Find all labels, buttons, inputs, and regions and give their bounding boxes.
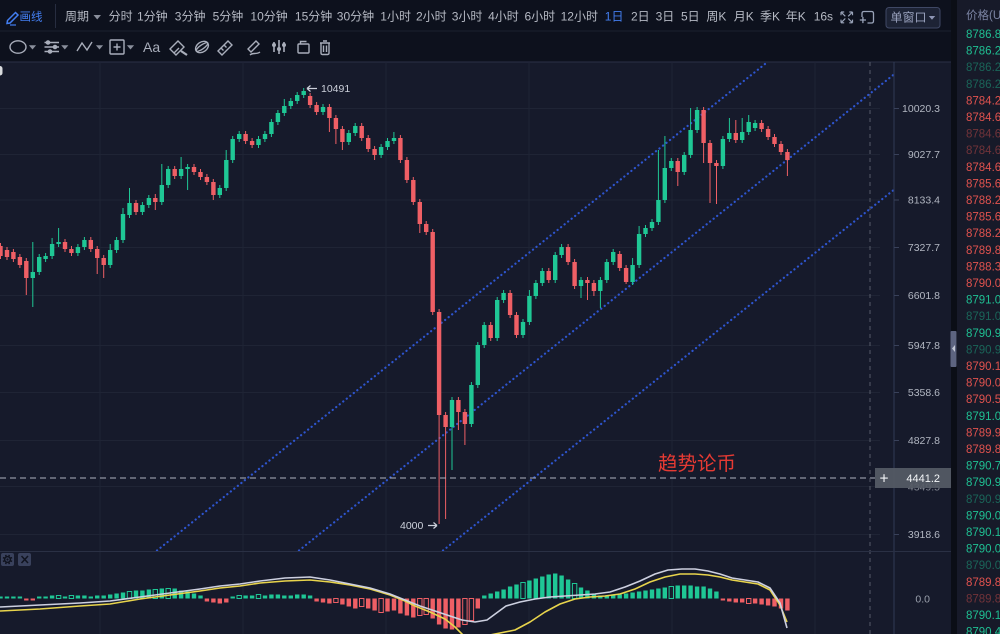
svg-text:单窗口: 单窗口 xyxy=(891,11,927,25)
svg-text:6601.8: 6601.8 xyxy=(908,290,940,302)
svg-text:8789.8: 8789.8 xyxy=(966,577,1000,589)
svg-text:8784.6: 8784.6 xyxy=(966,112,1000,124)
svg-text:4441.2: 4441.2 xyxy=(906,473,940,485)
svg-text:8133.4: 8133.4 xyxy=(908,195,940,207)
svg-text:周期: 周期 xyxy=(65,10,89,24)
svg-text:8790.4: 8790.4 xyxy=(966,627,1000,634)
svg-text:8790.9: 8790.9 xyxy=(966,494,1000,506)
svg-text:周K: 周K xyxy=(706,10,726,24)
svg-text:月K: 月K xyxy=(734,10,754,24)
svg-text:8790.0: 8790.0 xyxy=(966,510,1000,522)
svg-text:分时: 分时 xyxy=(109,10,133,24)
svg-text:8784.6: 8784.6 xyxy=(966,145,1000,157)
svg-text:8786.8: 8786.8 xyxy=(966,29,1000,41)
svg-text:3日: 3日 xyxy=(656,10,675,24)
svg-text:8789.8: 8789.8 xyxy=(966,444,1000,456)
svg-text:8790.0: 8790.0 xyxy=(966,378,1000,390)
svg-text:Aa: Aa xyxy=(143,39,160,55)
svg-text:8791.0: 8791.0 xyxy=(966,411,1000,423)
svg-text:8790.1: 8790.1 xyxy=(966,361,1000,373)
svg-text:8786.2: 8786.2 xyxy=(966,62,1000,74)
svg-text:+: + xyxy=(880,471,889,488)
svg-text:8791.0: 8791.0 xyxy=(966,311,1000,323)
svg-text:8790.9: 8790.9 xyxy=(966,328,1000,340)
svg-text:4000: 4000 xyxy=(400,520,424,532)
svg-text:8790.1: 8790.1 xyxy=(966,610,1000,622)
svg-text:1分钟: 1分钟 xyxy=(137,9,168,24)
svg-text:1小时: 1小时 xyxy=(380,10,411,24)
svg-text:8790.1: 8790.1 xyxy=(966,527,1000,539)
svg-text:季K: 季K xyxy=(760,10,780,24)
svg-text:2小时: 2小时 xyxy=(416,10,447,24)
svg-text:8789.8: 8789.8 xyxy=(966,245,1000,257)
svg-text:8790.9: 8790.9 xyxy=(966,344,1000,356)
svg-text:8789.9: 8789.9 xyxy=(966,427,1000,439)
svg-text:3分钟: 3分钟 xyxy=(175,9,206,24)
svg-text:7327.7: 7327.7 xyxy=(908,242,940,254)
svg-text:年K: 年K xyxy=(786,10,806,24)
svg-text:4小时: 4小时 xyxy=(488,10,519,24)
svg-text:8785.6: 8785.6 xyxy=(966,212,1000,224)
svg-text:8791.0: 8791.0 xyxy=(966,295,1000,307)
svg-text:价格(USDT): 价格(USDT) xyxy=(966,8,1000,22)
svg-text:8790.7: 8790.7 xyxy=(966,461,1000,473)
svg-text:16s: 16s xyxy=(814,10,833,24)
svg-text:8789.8: 8789.8 xyxy=(966,593,1000,605)
svg-text:2日: 2日 xyxy=(631,10,650,24)
svg-text:8785.6: 8785.6 xyxy=(966,178,1000,190)
svg-text:5日: 5日 xyxy=(681,10,700,24)
svg-text:8790.5: 8790.5 xyxy=(966,394,1000,406)
svg-text:画线: 画线 xyxy=(20,10,43,24)
svg-text:0.0: 0.0 xyxy=(915,594,930,606)
svg-text:5358.6: 5358.6 xyxy=(908,387,940,399)
svg-text:8784.2: 8784.2 xyxy=(966,95,1000,107)
svg-text:9027.7: 9027.7 xyxy=(908,149,940,161)
svg-text:3小时: 3小时 xyxy=(452,10,483,24)
svg-text:5分钟: 5分钟 xyxy=(213,9,244,24)
svg-text:15分钟: 15分钟 xyxy=(295,9,332,24)
svg-text:30分钟: 30分钟 xyxy=(337,9,374,24)
svg-text:8786.2: 8786.2 xyxy=(966,79,1000,91)
svg-text:10020.3: 10020.3 xyxy=(902,103,940,115)
svg-text:8790.0: 8790.0 xyxy=(966,560,1000,572)
svg-text:10分钟: 10分钟 xyxy=(250,9,287,24)
svg-text:8784.6: 8784.6 xyxy=(966,129,1000,141)
svg-text:8790.0: 8790.0 xyxy=(966,544,1000,556)
svg-text:趋势论币: 趋势论币 xyxy=(658,453,736,475)
svg-text:8788.2: 8788.2 xyxy=(966,195,1000,207)
svg-text:12小时: 12小时 xyxy=(561,10,598,24)
svg-text:8788.3: 8788.3 xyxy=(966,261,1000,273)
svg-text:5947.8: 5947.8 xyxy=(908,340,940,352)
svg-text:1日: 1日 xyxy=(605,10,624,24)
svg-text:8788.2: 8788.2 xyxy=(966,228,1000,240)
svg-text:8790.0: 8790.0 xyxy=(966,278,1000,290)
svg-text:3918.6: 3918.6 xyxy=(908,529,940,541)
svg-text:10491: 10491 xyxy=(321,83,350,95)
svg-text:8784.6: 8784.6 xyxy=(966,162,1000,174)
svg-text:6小时: 6小时 xyxy=(525,10,556,24)
svg-text:8786.2: 8786.2 xyxy=(966,46,1000,58)
svg-text:4827.8: 4827.8 xyxy=(908,435,940,447)
svg-text:8790.9: 8790.9 xyxy=(966,477,1000,489)
